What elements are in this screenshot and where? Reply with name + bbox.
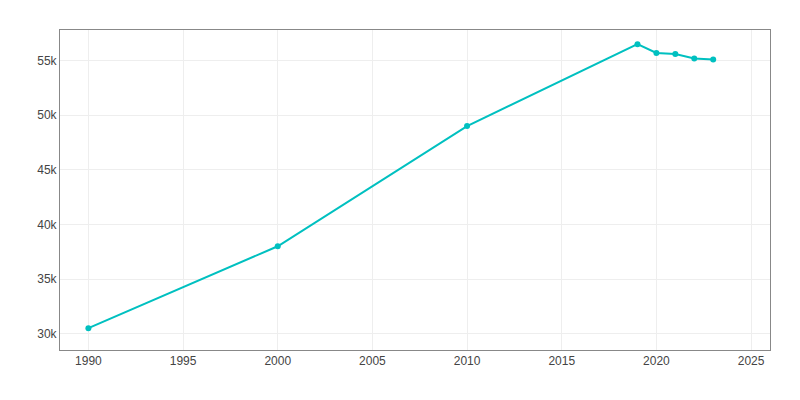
svg-text:1990: 1990 bbox=[75, 354, 102, 368]
svg-text:55k: 55k bbox=[37, 54, 57, 68]
svg-text:40k: 40k bbox=[37, 218, 57, 232]
svg-text:1995: 1995 bbox=[170, 354, 197, 368]
svg-text:2005: 2005 bbox=[359, 354, 386, 368]
svg-text:2000: 2000 bbox=[264, 354, 291, 368]
svg-text:35k: 35k bbox=[37, 272, 57, 286]
svg-text:2025: 2025 bbox=[738, 354, 765, 368]
svg-text:2015: 2015 bbox=[548, 354, 575, 368]
svg-text:30k: 30k bbox=[37, 327, 57, 341]
svg-text:45k: 45k bbox=[37, 163, 57, 177]
svg-text:2010: 2010 bbox=[454, 354, 481, 368]
svg-text:2020: 2020 bbox=[643, 354, 670, 368]
svg-text:50k: 50k bbox=[37, 108, 57, 122]
